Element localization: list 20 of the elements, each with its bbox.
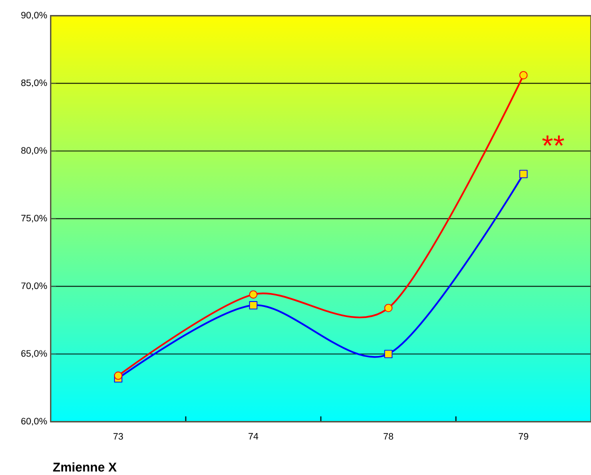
y-tick-label: 60,0% [21,418,47,426]
point [249,290,258,299]
y-tick-label: 80,0% [21,147,47,155]
point [384,350,393,358]
annotation: ** [542,136,564,146]
x-tick-label: 78 [384,433,394,440]
y-tick-label: 75,0% [21,214,47,223]
x-axis-title: Zmienne X [53,462,117,472]
y-tick-label: 85,0% [21,79,47,88]
y-tick-label: 90,0% [21,12,47,20]
y-tick-label: 70,0% [21,282,47,290]
point [384,304,393,312]
point [519,170,528,178]
x-tick-label: 79 [518,433,528,440]
point [249,301,258,310]
y-tick-label: 65,0% [21,350,47,358]
x-tick-label: 73 [114,433,123,440]
x-tick-label: 74 [248,433,258,440]
point [519,71,528,80]
point [114,372,122,380]
